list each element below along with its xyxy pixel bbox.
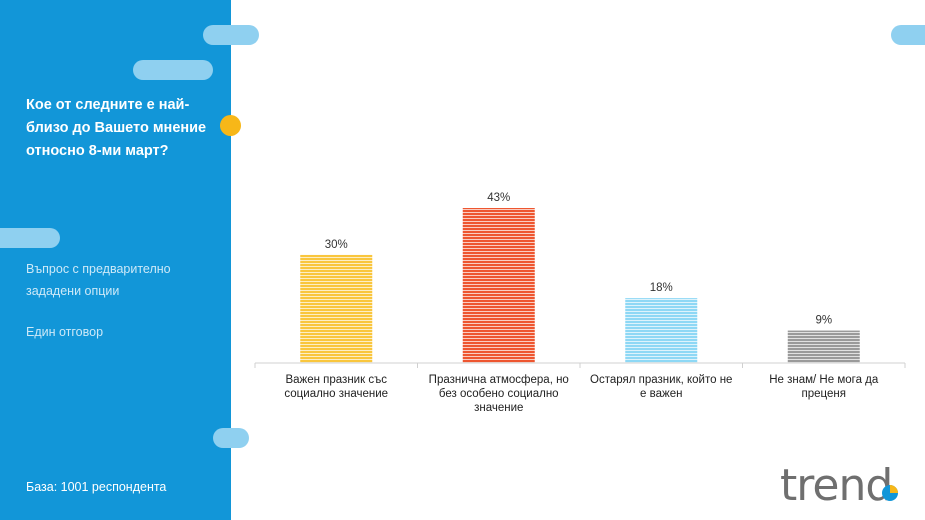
category-label-3: Остарял празник, който не е важен xyxy=(590,374,733,400)
data-label-2: 43% xyxy=(487,192,510,204)
data-label-1: 30% xyxy=(325,239,348,251)
bar-3 xyxy=(625,298,698,363)
decorative-pill xyxy=(0,228,60,248)
decorative-pill xyxy=(213,428,249,448)
answer-type: Един отговор xyxy=(26,325,104,339)
respondent-base: База: 1001 респондента xyxy=(26,480,167,494)
decorative-pill xyxy=(203,25,259,45)
decorative-pill xyxy=(133,60,213,80)
accent-dot xyxy=(220,115,241,136)
question-title: Кое от следните е най-близо до Вашето мн… xyxy=(26,97,207,159)
sidebar-panel: Кое от следните е най-близо до Вашето мн… xyxy=(0,0,259,520)
category-label-1: Важен празник със социално значение xyxy=(284,374,389,400)
category-label-4: Не знам/ Не мога да преценя xyxy=(769,374,879,400)
decorative-pill xyxy=(891,25,925,45)
bar-4 xyxy=(787,330,860,363)
question-type: Въпрос с предварително зададени опции xyxy=(26,262,171,298)
category-label-2: Празнична атмосфера, но без особено соци… xyxy=(428,374,569,414)
bar-1 xyxy=(300,254,373,363)
data-label-4: 9% xyxy=(815,315,832,327)
data-label-3: 18% xyxy=(650,282,673,294)
logo-mark-icon xyxy=(882,485,898,501)
bar-2 xyxy=(462,208,535,363)
trend-logo: trend xyxy=(780,460,893,511)
